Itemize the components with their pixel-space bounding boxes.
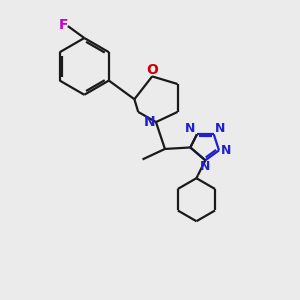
Text: N: N bbox=[215, 122, 226, 136]
Text: N: N bbox=[144, 115, 155, 129]
Text: O: O bbox=[146, 63, 158, 77]
Text: F: F bbox=[59, 19, 68, 32]
Text: N: N bbox=[221, 144, 232, 157]
Text: N: N bbox=[185, 122, 196, 136]
Text: N: N bbox=[200, 160, 211, 173]
